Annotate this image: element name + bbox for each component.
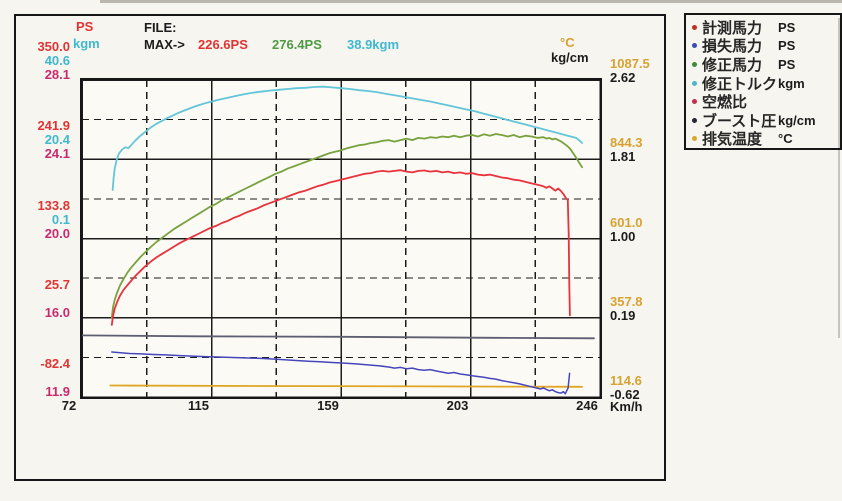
- legend-bullet-icon: [692, 99, 697, 105]
- legend-item-label: 空燃比: [702, 94, 748, 112]
- legend-bullet-icon: [692, 80, 697, 86]
- y-label-kgm: 40.6: [44, 53, 70, 68]
- y-label-temp: 114.6: [610, 373, 642, 388]
- legend-bullet-icon: [692, 61, 697, 67]
- legend-item: 修正トルク kgm: [690, 74, 840, 93]
- legend-bullet-icon: [692, 43, 697, 49]
- legend-item: ブースト圧 kg/cm: [690, 111, 840, 130]
- y-label-afr: 24.1: [44, 146, 70, 162]
- series-corrected_power: [110, 133, 583, 319]
- legend-item-unit: kg/cm: [778, 112, 816, 128]
- y-label-temp: 357.8: [610, 293, 643, 309]
- y-label-ps: 350.0: [37, 39, 70, 54]
- y-label-boost: -0.62: [610, 387, 640, 402]
- scan-artifact-right: [838, 18, 840, 338]
- left-axis-unit-ps: PS: [76, 19, 94, 34]
- legend-item-label: ブースト圧: [702, 112, 777, 130]
- y-label-temp: 844.3: [610, 135, 643, 151]
- y-label-temp: 601.0: [610, 214, 643, 230]
- legend-item-unit: PS: [778, 19, 796, 35]
- max-label: MAX->: [144, 37, 185, 52]
- y-label-boost: 1.00: [610, 228, 636, 244]
- legend-item: 修正馬力 PS: [690, 55, 840, 74]
- y-label-afr: 11.9: [45, 384, 70, 399]
- series-measured_power: [110, 169, 571, 326]
- series-corrected_torque: [111, 85, 583, 191]
- legend-item-label: 修正馬力: [702, 56, 763, 74]
- x-axis-tick: 72: [61, 398, 77, 413]
- legend-item: 空燃比: [690, 92, 840, 111]
- series-loss_power: [111, 351, 571, 395]
- legend-bullet-icon: [692, 136, 697, 142]
- dyno-plot: [81, 79, 601, 398]
- y-label-temp: 1087.5: [610, 56, 650, 71]
- legend-item: 排気温度 °C: [690, 130, 840, 149]
- y-label-ps: 241.9: [37, 118, 70, 134]
- max-torque: 38.9kgm: [347, 37, 400, 52]
- legend-item-unit: °C: [778, 131, 793, 147]
- legend-item-unit: kgm: [778, 75, 805, 91]
- max-measured-power: 226.6PS: [198, 37, 248, 52]
- chart-panel: [14, 14, 666, 481]
- legend-item-label: 損失馬力: [702, 38, 763, 56]
- y-label-afr: 20.0: [44, 225, 70, 241]
- x-axis-tick: 203: [446, 398, 469, 413]
- x-axis-tick: 159: [317, 398, 339, 413]
- y-label-kgm: 0.1: [51, 211, 70, 227]
- y-label-boost: 2.62: [610, 70, 636, 85]
- max-corrected-power: 276.4PS: [272, 37, 322, 52]
- x-axis-unit: Km/h: [610, 399, 643, 414]
- y-label-afr: 28.1: [44, 67, 70, 82]
- legend-item-label: 計測馬力: [702, 19, 763, 37]
- y-label-boost: 1.81: [610, 149, 636, 165]
- x-axis-tick: 115: [188, 398, 209, 413]
- legend-item-label: 修正トルク: [702, 75, 778, 93]
- legend-bullet-icon: [692, 24, 697, 30]
- legend-item: 計測馬力 PS: [690, 18, 840, 37]
- legend-item-label: 排気温度: [702, 131, 763, 149]
- legend: 計測馬力 PS 損失馬力 PS 修正馬力 PS 修正トルク kgm 空燃比 ブースト圧 kg/cm 排…: [684, 13, 842, 150]
- y-label-ps: -82.4: [40, 356, 70, 371]
- legend-item: 損失馬力 PS: [690, 37, 840, 56]
- plot-area: [80, 78, 602, 399]
- scan-artifact-top: [100, 0, 842, 3]
- y-label-ps: 133.8: [37, 197, 70, 213]
- file-label: FILE:: [144, 20, 177, 35]
- y-label-kgm: 20.4: [44, 132, 70, 148]
- left-axis-unit-kgm: kgm: [73, 36, 100, 51]
- x-axis-tick: 246: [576, 398, 598, 413]
- y-label-afr: 16.0: [44, 304, 70, 320]
- legend-bullet-icon: [692, 117, 697, 123]
- series-exhaust_temp: [109, 384, 583, 388]
- right-axis-unit-boost: kg/cm: [551, 50, 589, 65]
- series-boost_pressure: [81, 334, 595, 340]
- y-label-boost: 0.19: [610, 307, 636, 323]
- legend-item-unit: PS: [778, 56, 796, 72]
- right-axis-unit-temp: °C: [560, 35, 575, 50]
- legend-item-unit: PS: [778, 38, 796, 54]
- y-label-ps: 25.7: [44, 276, 70, 292]
